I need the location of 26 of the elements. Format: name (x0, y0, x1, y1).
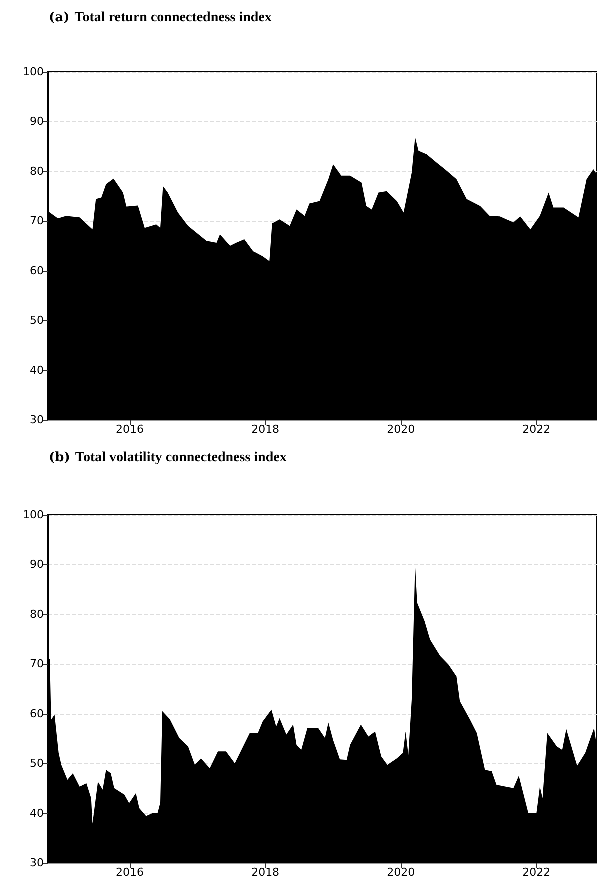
x-tick-label: 2016 (116, 866, 144, 879)
y-tick-label: 40 (30, 806, 44, 820)
y-tick-label: 60 (30, 264, 44, 278)
x-tick-label: 2022 (522, 423, 551, 436)
y-tick-label: 100 (23, 508, 44, 522)
x-tick-label: 2020 (387, 866, 416, 879)
y-tick-label: 30 (30, 856, 44, 870)
chart-title: (b) Total volatility connectedness index (49, 450, 287, 466)
y-tick-label: 90 (30, 558, 44, 572)
y-tick-label: 80 (30, 608, 44, 621)
x-tick-label: 2018 (252, 423, 280, 436)
y-tick-label: 40 (30, 364, 44, 377)
y-tick-label: 70 (30, 214, 44, 228)
chart-title: (a) Total return connectedness index (49, 10, 272, 26)
x-tick-label: 2016 (116, 423, 144, 436)
y-tick-label: 30 (30, 414, 44, 426)
y-tick-label: 80 (30, 164, 44, 178)
x-tick-label: 2022 (522, 866, 551, 879)
y-tick-label: 90 (30, 115, 44, 128)
x-tick-label: 2020 (387, 423, 416, 436)
y-tick-label: 60 (30, 707, 44, 720)
y-tick-label: 100 (23, 66, 44, 78)
y-tick-label: 50 (30, 314, 44, 328)
x-tick-label: 2018 (252, 866, 280, 879)
y-tick-label: 70 (30, 658, 44, 671)
y-tick-label: 50 (30, 757, 44, 770)
